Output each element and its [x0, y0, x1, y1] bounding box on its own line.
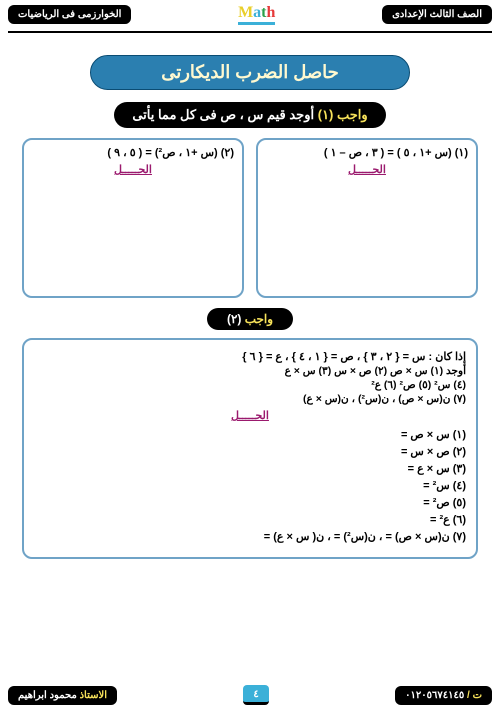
problem-box-3: إذا كان : س = { ٢ ، ٣ } ، ص = { ١ ، ٤ } … — [22, 338, 478, 559]
duty-1-banner: واجب (١) أوجد قيم س ، ص فى كل مما يأتى — [114, 102, 385, 128]
duty-1-text: أوجد قيم س ، ص فى كل مما يأتى — [132, 107, 317, 122]
answer-2: (٢) ص × س = — [34, 445, 466, 458]
answers-block: (١) س × ص = (٢) ص × س = (٣) س × ع = (٤) … — [34, 428, 466, 543]
footer: ت / ٠١٢٠٥٦٧٤١٤٥ ٤ الاستاذ محمود ابراهيم — [0, 682, 500, 708]
duty-2-label: واجب — [241, 312, 273, 326]
answer-6: (٦) ع² = — [34, 513, 466, 526]
find-row-1: أوجد (١) س × ص (٢) ص × س (٣) س × ع — [34, 365, 466, 377]
divider — [8, 31, 492, 33]
problem-box-2: (٢) (س +١ ، ص²) = ( ٥ ، ٩ ) الحـــــل — [22, 138, 244, 298]
header: الصف الثالث الإعدادى Math الخوارزمى فى ا… — [0, 0, 500, 27]
problem-1-text: (١) (س +١ ، ٥ ) = ( ٣ ، ص – ١ ) — [266, 146, 468, 159]
grade-label: الصف الثالث الإعدادى — [382, 5, 492, 24]
duty-2-num: (٢) — [227, 312, 241, 326]
problems-row: (١) (س +١ ، ٥ ) = ( ٣ ، ص – ١ ) الحـــــ… — [0, 138, 500, 298]
find-row-2: (٤) س² (٥) ص² (٦) ع² — [34, 379, 466, 391]
solution-label: الحـــــل — [32, 163, 234, 176]
solution-label: الحـــــل — [34, 409, 466, 422]
author-prefix: الاستاذ — [77, 690, 107, 701]
answer-5: (٥) ص² = — [34, 496, 466, 509]
given-sets: إذا كان : س = { ٢ ، ٣ } ، ص = { ١ ، ٤ } … — [34, 350, 466, 363]
solution-label: الحـــــل — [266, 163, 468, 176]
answer-3: (٣) س × ع = — [34, 462, 466, 475]
phone-prefix: ت / — [464, 690, 482, 701]
answer-1: (١) س × ص = — [34, 428, 466, 441]
problem-box-1: (١) (س +١ ، ٥ ) = ( ٣ ، ص – ١ ) الحـــــ… — [256, 138, 478, 298]
page-title: حاصل الضرب الديكارتى — [90, 55, 410, 90]
phone-box: ت / ٠١٢٠٥٦٧٤١٤٥ — [395, 686, 492, 705]
find-row-3: (٧) ن(س × ص) ، ن(س²) ، ن(س × ع) — [34, 393, 466, 405]
answer-4: (٤) س² = — [34, 479, 466, 492]
phone-number: ٠١٢٠٥٦٧٤١٤٥ — [405, 690, 464, 701]
author-box: الاستاذ محمود ابراهيم — [8, 686, 117, 705]
book-title: الخوارزمى فى الرياضيات — [8, 5, 131, 24]
answer-7: (٧) ن(س × ص) = ، ن(س²) = ، ن( س × ع) = — [34, 530, 466, 543]
math-logo: Math — [238, 4, 275, 25]
duty-1-label: واجب (١) — [318, 107, 368, 122]
problem-2-text: (٢) (س +١ ، ص²) = ( ٥ ، ٩ ) — [32, 146, 234, 159]
page-number: ٤ — [243, 685, 269, 705]
author-name: محمود ابراهيم — [18, 690, 77, 701]
duty-2-banner: واجب (٢) — [207, 308, 293, 330]
